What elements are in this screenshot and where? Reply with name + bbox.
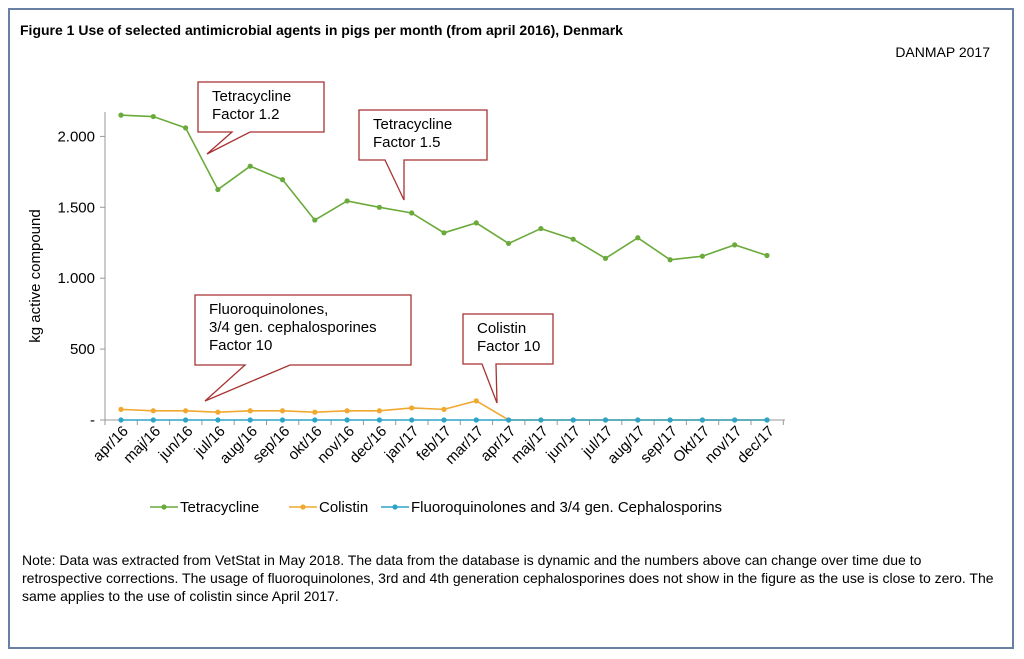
data-point	[441, 406, 447, 412]
data-point	[247, 163, 253, 169]
data-point	[602, 255, 609, 261]
callout-text: Factor 10	[209, 337, 272, 354]
data-point	[150, 113, 156, 120]
data-point	[247, 408, 253, 414]
data-point	[732, 417, 738, 423]
y-tick-label: 2.000	[57, 128, 95, 145]
data-point	[506, 417, 512, 423]
data-point	[764, 417, 770, 423]
data-point	[279, 408, 286, 414]
data-point	[215, 417, 221, 423]
data-point	[506, 240, 512, 247]
y-tick-label: -	[90, 412, 95, 429]
y-tick-label: 1.500	[57, 199, 95, 216]
x-tick-label: sep/16	[249, 423, 293, 467]
data-point	[215, 409, 221, 415]
callout-box	[197, 81, 325, 155]
data-point	[183, 417, 189, 423]
x-tick-label: maj/16	[120, 423, 164, 467]
source-label: DANMAP 2017	[895, 44, 990, 60]
callout-text: 3/4 gen. cephalosporines	[209, 319, 377, 336]
data-point	[376, 417, 382, 423]
data-point	[183, 408, 189, 414]
data-point	[409, 210, 415, 216]
callout-box	[462, 313, 554, 404]
legend-label: Colistin	[319, 499, 368, 516]
data-point	[312, 417, 318, 423]
data-point	[376, 408, 382, 414]
data-point	[441, 230, 447, 236]
data-point	[699, 417, 706, 423]
figure-note: Note: Data was extracted from VetStat in…	[22, 552, 994, 604]
data-point	[538, 225, 544, 232]
data-point	[150, 408, 156, 414]
data-point	[570, 417, 576, 423]
callout-text: Tetracycline	[212, 88, 291, 105]
data-point	[409, 417, 415, 423]
callout-text: Factor 1.5	[373, 134, 441, 151]
callout-box	[194, 294, 412, 402]
data-point	[247, 417, 253, 423]
data-point	[118, 417, 124, 423]
y-tick-label: 500	[70, 341, 95, 358]
y-tick-label: 1.000	[57, 270, 95, 287]
callout-box	[358, 109, 488, 201]
data-point	[150, 417, 156, 423]
data-point	[667, 257, 673, 263]
data-point	[764, 252, 770, 259]
x-tick-label: dec/17	[734, 423, 778, 467]
data-point	[473, 417, 479, 423]
data-point	[538, 417, 544, 423]
data-point	[344, 417, 350, 423]
legend-label: Fluoroquinolones and 3/4 gen. Cephalospo…	[411, 499, 722, 516]
callout-text: Factor 10	[477, 338, 540, 355]
data-point	[376, 204, 382, 210]
data-point	[215, 186, 221, 193]
callout-text: Colistin	[477, 320, 526, 337]
data-point	[473, 220, 479, 226]
data-point	[183, 125, 189, 131]
data-point	[312, 217, 318, 223]
x-tick-label: sep/17	[637, 423, 681, 467]
data-point	[441, 417, 447, 423]
x-tick-label: dec/16	[346, 423, 390, 467]
data-point	[409, 405, 415, 411]
data-point	[344, 408, 350, 414]
legend-label: Tetracycline	[180, 499, 259, 516]
legend-swatch-marker	[161, 504, 167, 510]
data-point	[118, 112, 124, 118]
x-tick-label: jun/16	[155, 423, 197, 465]
data-point	[344, 198, 350, 204]
data-point	[732, 242, 738, 248]
callout-text: Factor 1.2	[212, 106, 280, 123]
x-tick-label: maj/17	[508, 423, 552, 467]
x-tick-label: jun/17	[542, 423, 584, 465]
data-point	[699, 253, 706, 259]
data-point	[118, 406, 124, 412]
data-point	[635, 417, 641, 423]
legend-swatch-marker	[392, 504, 398, 510]
x-tick-label: jan/17	[381, 423, 423, 465]
callout-text: Fluoroquinolones,	[209, 301, 328, 318]
data-point	[602, 417, 609, 423]
legend-swatch-marker	[300, 504, 306, 510]
figure-title: Figure 1 Use of selected antimicrobial a…	[20, 22, 623, 38]
y-axis-label: kg active compound	[27, 209, 44, 342]
callout-fluoro: Fluoroquinolones,3/4 gen. cephalosporine…	[194, 294, 412, 402]
data-point	[473, 398, 479, 404]
data-point	[667, 417, 673, 423]
data-point	[279, 417, 286, 423]
callout-text: Tetracycline	[373, 116, 452, 133]
data-point	[635, 235, 641, 241]
data-point	[279, 177, 286, 183]
data-point	[312, 409, 318, 415]
data-point	[570, 236, 576, 242]
